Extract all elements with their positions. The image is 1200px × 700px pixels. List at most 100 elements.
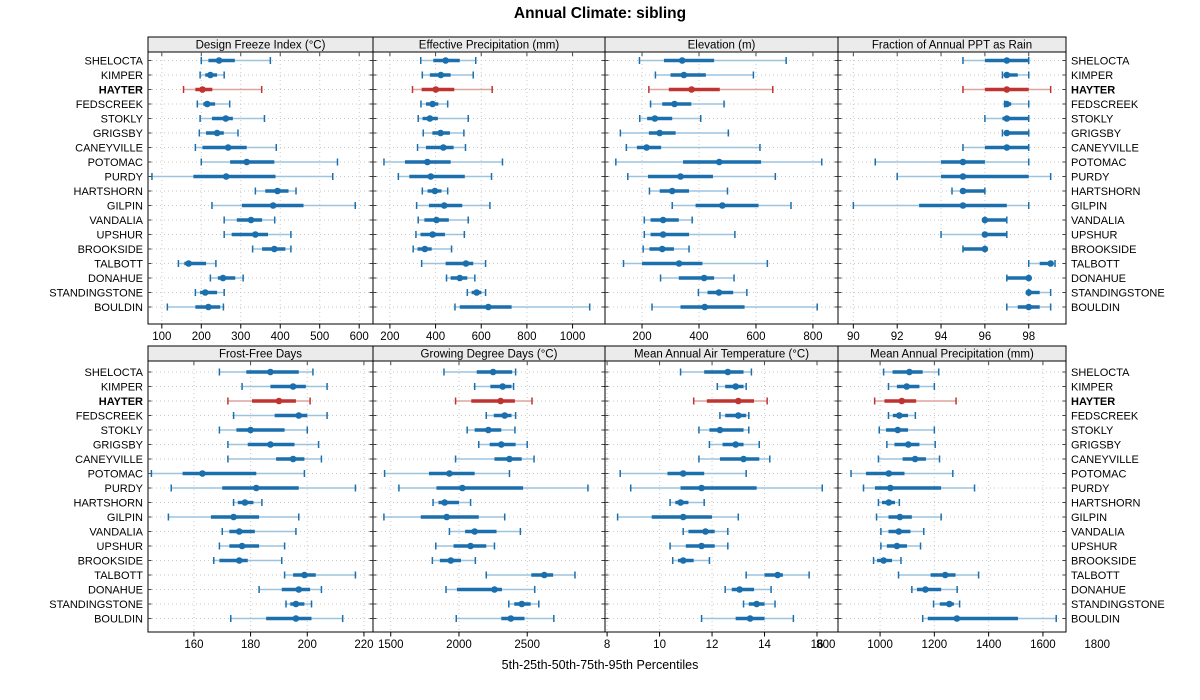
median-dot — [199, 86, 206, 93]
percentile-row — [150, 470, 306, 477]
percentile-row — [698, 426, 750, 434]
median-dot — [1025, 289, 1033, 296]
percentile-row — [258, 586, 323, 593]
station-label-left: VANDALIA — [89, 526, 143, 538]
median-dot — [1003, 115, 1011, 122]
percentile-row — [431, 557, 477, 564]
station-label-left: TALBOTT — [94, 570, 143, 582]
x-tick-label: 94 — [935, 331, 948, 343]
percentile-row — [622, 260, 769, 267]
median-dot — [267, 368, 274, 376]
x-tick-label: 12 — [706, 639, 719, 651]
percentile-row — [194, 289, 225, 296]
median-dot — [732, 441, 739, 448]
median-dot — [734, 412, 742, 419]
panel-design-freeze-index: Design Freeze Index (°C) 100 200 300 400 500 6… — [147, 36, 374, 343]
percentile-row — [415, 202, 491, 209]
percentile-row — [627, 173, 777, 180]
percentile-row — [151, 173, 334, 180]
median-dot — [456, 274, 464, 282]
median-dot — [719, 202, 726, 209]
x-tick-label: 600 — [472, 331, 491, 343]
station-label-left: BROOKSIDE — [78, 244, 143, 256]
station-label-right: FEDSCREEK — [1071, 99, 1139, 111]
x-tick-label: 200 — [298, 639, 317, 651]
median-dot — [959, 202, 967, 209]
median-dot — [252, 231, 259, 238]
x-tick-label: 800 — [816, 639, 835, 651]
percentile-row — [962, 57, 1030, 64]
x-tick-label: 14 — [758, 639, 771, 651]
percentile-row — [648, 187, 729, 195]
percentile-row — [411, 86, 493, 93]
percentile-row — [698, 455, 771, 463]
x-tick-label: 96 — [978, 331, 991, 343]
percentile-row — [897, 571, 980, 579]
station-label-left: SHELOCTA — [85, 55, 144, 67]
percentile-row — [671, 202, 792, 209]
median-dot — [981, 216, 989, 224]
median-dot — [462, 260, 470, 267]
median-dot — [437, 129, 444, 137]
percentile-row — [478, 441, 528, 448]
station-label-right: HAYTER — [1071, 396, 1115, 408]
median-dot — [269, 202, 277, 209]
percentile-row — [251, 245, 292, 253]
x-tick-label: 1400 — [976, 639, 1002, 651]
percentile-row — [223, 231, 292, 238]
median-dot — [1025, 303, 1033, 311]
station-label-left: STANDINGSTONE — [49, 287, 143, 299]
station-label-right: UPSHUR — [1071, 541, 1118, 553]
x-tick-label: 200 — [192, 331, 211, 343]
median-dot — [243, 158, 250, 166]
median-dot — [222, 173, 230, 180]
chart-title: Annual Climate: sibling — [513, 5, 687, 22]
station-label-right: GILPIN — [1071, 512, 1107, 524]
x-tick-label: 1000 — [560, 331, 586, 343]
x-tick-label: 100 — [152, 331, 171, 343]
station-label-right: GILPIN — [1071, 200, 1107, 212]
median-dot — [497, 397, 504, 405]
percentile-row — [692, 397, 768, 405]
percentile-row — [877, 499, 901, 506]
median-dot — [247, 216, 255, 224]
station-label-left: HARTSHORN — [74, 497, 144, 509]
percentile-row — [445, 586, 536, 593]
percentile-row — [1025, 289, 1052, 296]
median-dot — [732, 383, 739, 390]
percentile-row — [629, 484, 824, 492]
percentile-row — [878, 426, 936, 434]
percentile-row — [218, 542, 286, 550]
median-dot — [201, 289, 209, 296]
median-dot — [959, 158, 967, 166]
strip-title: Growing Degree Days (°C) — [421, 349, 558, 361]
median-dot — [301, 571, 308, 579]
station-label-right: DONAHUE — [1071, 584, 1126, 596]
percentile-row — [716, 383, 747, 390]
x-tick-label: 8 — [604, 639, 610, 651]
percentile-row — [651, 303, 818, 311]
median-dot — [199, 470, 206, 477]
median-dot — [716, 426, 724, 434]
x-tick-label: 800 — [803, 331, 822, 343]
percentile-row — [218, 368, 314, 376]
median-dot — [501, 412, 508, 419]
median-dot — [497, 441, 505, 448]
percentile-row — [508, 600, 540, 608]
median-dot — [473, 289, 480, 296]
percentile-row — [199, 115, 266, 122]
median-dot — [440, 202, 448, 209]
median-dot — [885, 470, 893, 477]
median-dot — [222, 115, 230, 122]
station-label-right: BOULDIN — [1071, 302, 1120, 314]
median-dot — [656, 129, 663, 137]
percentile-row — [417, 115, 469, 122]
percentile-row — [669, 542, 729, 550]
median-dot — [700, 274, 708, 282]
median-dot — [671, 100, 678, 108]
median-dot — [467, 542, 474, 550]
median-dot — [677, 173, 684, 180]
median-dot — [1003, 57, 1011, 64]
median-dot — [679, 513, 687, 521]
x-tick-label: 400 — [689, 331, 708, 343]
